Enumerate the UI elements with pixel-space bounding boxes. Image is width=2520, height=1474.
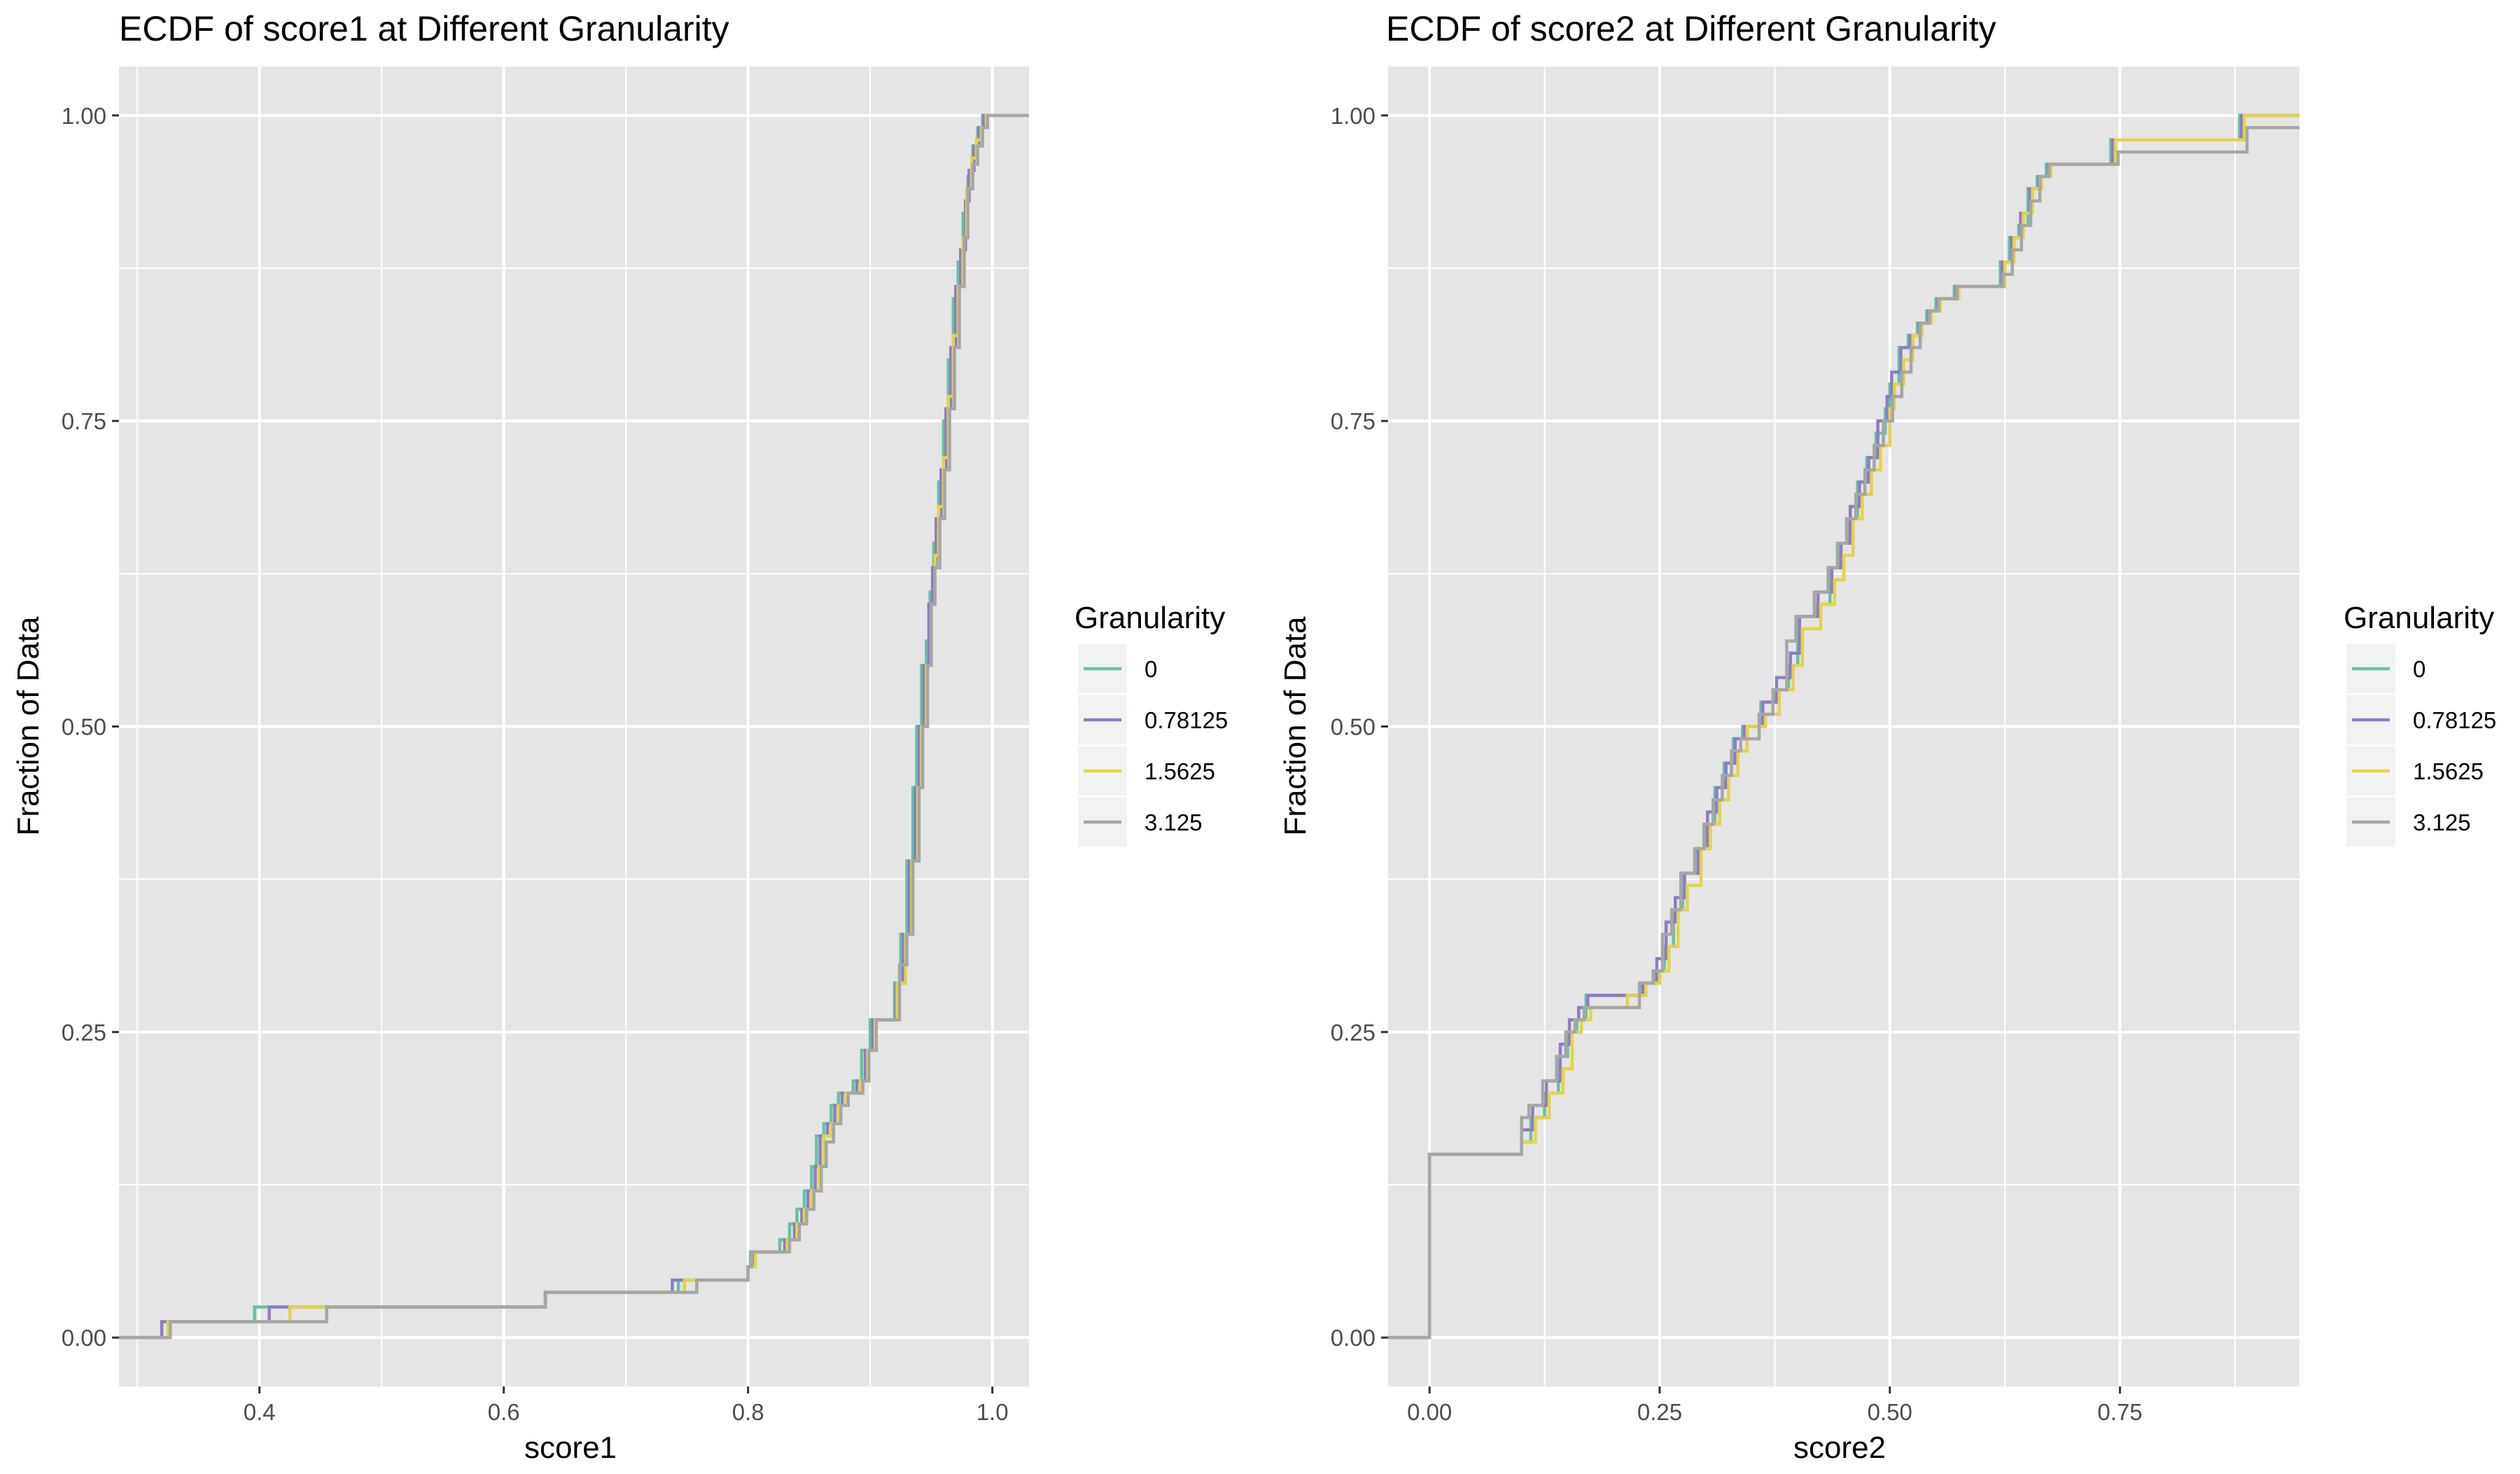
y-tick-label-1: 0.00 [62, 1325, 106, 1351]
legend-1: 0 0.78125 1.5625 3.125 [1078, 644, 1228, 847]
x-tick-label-2: 0.50 [1868, 1399, 1912, 1425]
series-line-1-3 [119, 113, 1029, 1340]
x-tick-label-2: 0.00 [1407, 1399, 1452, 1425]
legend-label-2-2: 1.5625 [2413, 758, 2484, 784]
legend-label-1-1: 0.78125 [1144, 707, 1228, 733]
legend-title-2: Granularity [2344, 601, 2494, 635]
series-line-2-2 [1388, 113, 2300, 1340]
chart-marks: 0.4 0.6 0.8 1.0 0.00 0.25 0.50 0.75 1.00 0 0.78125… [62, 67, 2496, 1425]
x-axis-label-2: score2 [1793, 1431, 1886, 1465]
x-tick-label-1: 1.0 [976, 1399, 1009, 1425]
legend-label-2-1: 0.78125 [2413, 707, 2496, 733]
chart-title-1: ECDF of score1 at Different Granularity [119, 9, 729, 48]
legend-label-2-3: 3.125 [2413, 809, 2471, 835]
y-axis-label-1: Fraction of Data [11, 616, 46, 836]
panel-1: 0.4 0.6 0.8 1.0 0.00 0.25 0.50 0.75 1.00 0 0.78125… [62, 67, 1228, 1425]
y-tick-label-2: 0.25 [1331, 1020, 1376, 1045]
legend-label-1-2: 1.5625 [1144, 758, 1215, 784]
y-tick-label-2: 0.75 [1331, 408, 1376, 434]
y-tick-label-1: 0.50 [62, 714, 106, 740]
y-tick-label-1: 1.00 [62, 103, 106, 129]
chart-title-2: ECDF of score2 at Different Granularity [1386, 9, 1996, 48]
legend-label-1-0: 0 [1144, 656, 1157, 682]
y-tick-label-2: 1.00 [1331, 103, 1376, 129]
y-axis-label-2: Fraction of Data [1278, 616, 1312, 836]
x-axis-label-1: score1 [524, 1431, 617, 1465]
y-tick-label-1: 0.25 [62, 1020, 106, 1045]
series-line-2-3 [1388, 126, 2300, 1340]
x-tick-label-1: 0.4 [244, 1399, 276, 1425]
legend-2: 0 0.78125 1.5625 3.125 [2346, 644, 2496, 847]
x-tick-label-1: 0.8 [732, 1399, 764, 1425]
series-group-1 [119, 113, 1029, 1340]
legend-label-2-0: 0 [2413, 656, 2426, 682]
y-tick-label-2: 0.50 [1331, 714, 1376, 740]
x-tick-label-1: 0.6 [488, 1399, 520, 1425]
legend-title-1: Granularity [1074, 601, 1225, 635]
panel-2: 0.00 0.25 0.50 0.75 0.00 0.25 0.50 0.75 1.00 0 0.7… [1331, 67, 2496, 1425]
x-tick-label-2: 0.75 [2097, 1399, 2142, 1425]
x-tick-label-2: 0.25 [1637, 1399, 1682, 1425]
series-group-2 [1388, 113, 2300, 1340]
y-tick-label-2: 0.00 [1331, 1325, 1376, 1351]
legend-label-1-3: 3.125 [1144, 809, 1203, 835]
y-tick-label-1: 0.75 [62, 408, 106, 434]
